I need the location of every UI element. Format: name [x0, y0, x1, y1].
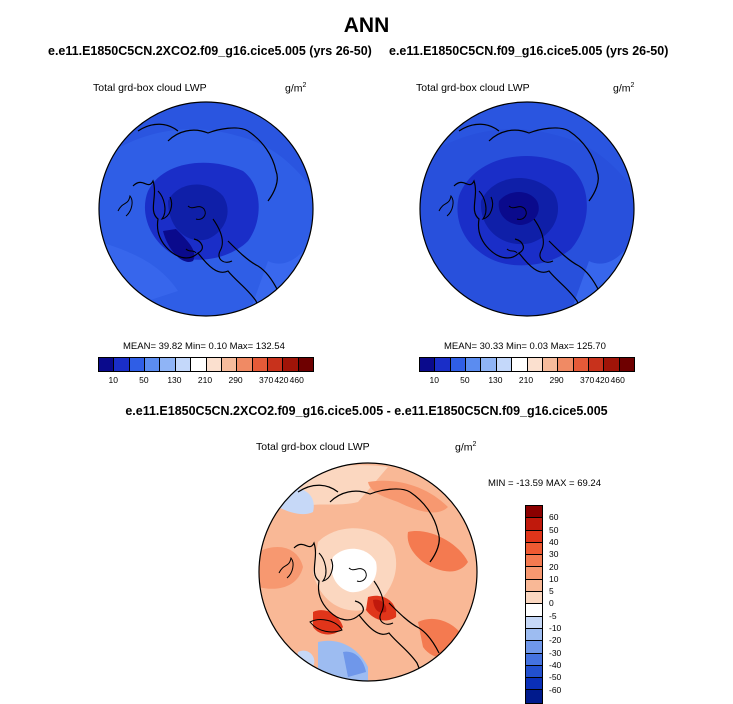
- right-colorbar-tick-label: 10: [429, 375, 440, 385]
- left-colorbar-tick-label: 460: [289, 375, 304, 385]
- right-stats: MEAN= 30.33 Min= 0.03 Max= 125.70: [444, 341, 606, 352]
- left-colorbar-swatch: [267, 358, 284, 371]
- right-colorbar-labels: 10 50 130 210 290 370 420 460: [419, 375, 633, 387]
- diff-colorbar-swatch: [526, 555, 542, 568]
- diff-colorbar-tick-label: -10: [549, 623, 562, 633]
- left-colorbar-swatch: [99, 358, 115, 371]
- left-colorbar-swatch: [298, 358, 314, 371]
- left-colorbar-swatch: [237, 358, 253, 371]
- left-colorbar-swatch: [191, 358, 207, 371]
- diff-colorbar-swatch: [526, 506, 542, 519]
- diff-colorbar-swatch: [526, 690, 542, 703]
- left-colorbar-labels: 10 50 130 210 290 370 420 460: [98, 375, 312, 387]
- right-case-title: e.e11.E1850C5CN.f09_g16.cice5.005 (yrs 2…: [389, 44, 669, 58]
- diff-stats: MIN = -13.59 MAX = 69.24: [488, 478, 602, 489]
- diff-colorbar-tick-label: 20: [549, 561, 559, 572]
- diff-colorbar-tick-label: 5: [549, 586, 554, 597]
- diff-colorbar-tick-label: -40: [549, 659, 562, 670]
- diff-colorbar-swatch: [526, 641, 542, 654]
- diff-colorbar-labels: 60 50 40 30 20 10 5 0 -5 -10 -20 -30 -40 -50 -60: [549, 505, 579, 702]
- right-colorbar-tick-label: 370: [580, 375, 595, 385]
- diff-colorbar-swatch: [526, 579, 542, 593]
- left-colorbar-tick-label: 370: [259, 375, 274, 385]
- left-variable-label: Total grd-box cloud LWP: [93, 82, 207, 94]
- diff-colorbar-tick-label: 40: [549, 536, 559, 547]
- diff-colorbar-tick-label: 60: [549, 512, 559, 523]
- right-colorbar-swatch: [527, 358, 543, 371]
- diff-colorbar-tick-label: -60: [549, 684, 562, 695]
- left-colorbar-tick-label: 210: [197, 375, 213, 385]
- right-colorbar-swatch: [604, 358, 620, 371]
- right-colorbar-swatch: [588, 358, 605, 371]
- left-colorbar: [98, 357, 314, 372]
- diff-colorbar-swatch: [526, 678, 542, 691]
- right-colorbar-swatch: [481, 358, 497, 371]
- left-case-title: e.e11.E1850C5CN.2XCO2.f09_g16.cice5.005 …: [48, 44, 372, 58]
- right-colorbar-tick-label: 210: [518, 375, 534, 385]
- diff-units-label: g/m2: [455, 441, 477, 454]
- left-colorbar-swatch: [114, 358, 130, 371]
- left-colorbar-tick-label: 10: [108, 375, 119, 385]
- diff-colorbar-swatch: [526, 518, 542, 531]
- right-colorbar-swatch: [496, 358, 513, 371]
- diff-colorbar-tick-label: -5: [549, 610, 557, 621]
- right-colorbar-swatch: [512, 358, 528, 371]
- right-colorbar-swatch: [542, 358, 559, 371]
- left-colorbar-tick-label: 420: [274, 375, 289, 385]
- diff-polar-map: [258, 462, 478, 682]
- diff-colorbar-tick-label: -20: [549, 635, 562, 646]
- left-colorbar-swatch: [160, 358, 176, 371]
- right-colorbar-tick-label: 290: [549, 375, 564, 385]
- right-colorbar-swatch: [558, 358, 574, 371]
- diff-colorbar-tick-label: -50: [549, 672, 562, 683]
- left-units-label: g/m2: [285, 82, 307, 95]
- diff-colorbar-tick-label: 0: [549, 598, 554, 609]
- right-colorbar-tick-label: 420: [595, 375, 610, 385]
- right-colorbar-swatch: [420, 358, 436, 371]
- right-colorbar-swatch: [435, 358, 451, 371]
- diff-colorbar-tick-label: 50: [549, 524, 559, 535]
- left-polar-map: [98, 101, 314, 317]
- left-colorbar-swatch: [175, 358, 192, 371]
- left-colorbar-tick-label: 50: [139, 375, 149, 385]
- right-polar-map: [419, 101, 635, 317]
- diff-case-title: e.e11.E1850C5CN.2XCO2.f09_g16.cice5.005 …: [125, 404, 608, 418]
- diff-colorbar-swatch: [526, 567, 542, 580]
- left-stats: MEAN= 39.82 Min= 0.10 Max= 132.54: [123, 341, 285, 352]
- diff-variable-label: Total grd-box cloud LWP: [256, 441, 370, 453]
- left-colorbar-swatch: [145, 358, 161, 371]
- left-colorbar-swatch: [221, 358, 238, 371]
- right-colorbar: [419, 357, 635, 372]
- diff-colorbar-swatch: [526, 665, 542, 679]
- right-variable-label: Total grd-box cloud LWP: [416, 82, 530, 94]
- diff-colorbar-swatch: [526, 628, 542, 642]
- diff-colorbar-tick-label: -30: [549, 647, 562, 658]
- left-colorbar-swatch: [283, 358, 299, 371]
- right-colorbar-tick-label: 50: [460, 375, 470, 385]
- left-colorbar-tick-label: 290: [228, 375, 243, 385]
- right-colorbar-swatch: [450, 358, 467, 371]
- diff-colorbar-swatch: [526, 616, 542, 629]
- right-colorbar-tick-label: 130: [488, 375, 503, 385]
- right-colorbar-swatch: [573, 358, 589, 371]
- left-colorbar-swatch: [206, 358, 222, 371]
- figure-title: ANN: [343, 14, 390, 37]
- left-colorbar-swatch: [129, 358, 146, 371]
- right-colorbar-tick-label: 460: [610, 375, 625, 385]
- right-colorbar-swatch: [619, 358, 635, 371]
- left-colorbar-tick-label: 130: [167, 375, 182, 385]
- diff-colorbar-swatch: [526, 530, 542, 543]
- diff-colorbar: [525, 505, 543, 704]
- right-units-label: g/m2: [613, 82, 635, 95]
- diff-colorbar-swatch: [526, 604, 542, 617]
- left-colorbar-swatch: [252, 358, 268, 371]
- diff-colorbar-swatch: [526, 592, 542, 605]
- diff-colorbar-swatch: [526, 653, 542, 666]
- diff-colorbar-swatch: [526, 542, 542, 556]
- diff-colorbar-tick-label: 30: [549, 549, 559, 560]
- right-colorbar-swatch: [466, 358, 482, 371]
- diff-colorbar-tick-label: 10: [549, 573, 559, 584]
